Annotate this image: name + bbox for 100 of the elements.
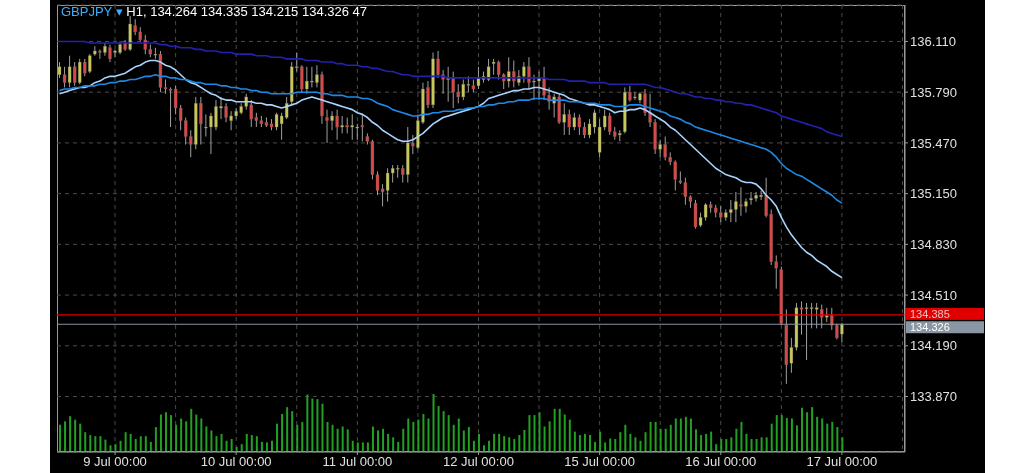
bar [215, 436, 218, 451]
bar [578, 435, 581, 451]
y-tick-label: 135.790 [910, 84, 957, 100]
bar [720, 439, 723, 451]
bar [260, 441, 263, 451]
bar [306, 394, 309, 451]
bar [144, 436, 147, 451]
bar [457, 418, 460, 451]
bar [735, 428, 738, 451]
bar [94, 436, 97, 451]
bar [523, 429, 526, 451]
bar [644, 432, 647, 451]
bar [346, 429, 349, 451]
bar [543, 426, 546, 451]
bar [276, 423, 279, 451]
bar [730, 437, 733, 451]
bar [705, 433, 708, 451]
bar [336, 428, 339, 451]
bar [180, 418, 183, 451]
bar [816, 416, 819, 451]
bar [462, 430, 465, 451]
bar [821, 418, 824, 451]
bar [331, 424, 334, 451]
bar [594, 441, 597, 451]
bar [528, 415, 531, 451]
bar [654, 421, 657, 451]
bar [129, 433, 132, 451]
bar [841, 437, 844, 451]
bar [311, 398, 314, 451]
bar [59, 424, 61, 451]
bar [674, 418, 677, 451]
bar [175, 424, 178, 451]
bar [286, 407, 289, 451]
bar [185, 421, 188, 451]
bar [624, 424, 627, 451]
bar [689, 418, 692, 451]
ref-line-label: 134.326 [910, 321, 950, 334]
bar [599, 431, 602, 451]
bar [765, 437, 768, 451]
bar [710, 431, 713, 451]
y-tick-label: 135.470 [910, 135, 957, 151]
chart-title: GBPJPY ▾ H1, 134.264 134.335 134.215 134.326 47 [61, 4, 368, 19]
line-series [58, 73, 843, 204]
y-tick-label: 135.150 [910, 186, 957, 202]
bar [64, 421, 67, 451]
bar [447, 415, 450, 451]
line-series [58, 59, 843, 279]
bar [755, 439, 758, 451]
bar [165, 412, 167, 451]
bar [89, 435, 92, 451]
bar [785, 417, 788, 451]
bar [437, 405, 440, 451]
bar [366, 442, 369, 451]
bar [553, 408, 556, 451]
bar [760, 437, 763, 451]
bar [84, 432, 87, 451]
bar [831, 421, 834, 451]
bar [472, 440, 475, 451]
bar [513, 439, 516, 451]
bar [225, 440, 228, 451]
bar [498, 433, 501, 451]
bar [422, 413, 425, 451]
bar [139, 436, 142, 451]
bar [377, 430, 379, 451]
bar [750, 439, 753, 451]
bar [265, 442, 268, 451]
bar [240, 444, 243, 451]
bar [770, 423, 773, 451]
bar [442, 411, 445, 451]
x-tick-label: 10 Jul 00:00 [200, 454, 272, 470]
bar [200, 418, 203, 451]
bar [170, 415, 173, 451]
bar [467, 427, 470, 451]
bar [604, 442, 607, 451]
bar [74, 419, 77, 451]
bar [508, 437, 511, 451]
bar [634, 437, 637, 451]
bar [432, 394, 435, 451]
bar [795, 425, 798, 451]
bar [326, 421, 329, 451]
bar [230, 439, 233, 451]
bar [417, 419, 420, 451]
bar [397, 441, 400, 451]
bar [669, 424, 672, 451]
bar [533, 415, 536, 451]
y-tick-label: 136.110 [910, 34, 957, 50]
x-tick-label: 9 Jul 00:00 [83, 454, 147, 470]
bar [664, 428, 667, 451]
bar [250, 435, 253, 451]
bar [629, 433, 632, 451]
bar [427, 418, 430, 451]
bar [477, 433, 480, 451]
bar [548, 421, 551, 451]
bar [700, 435, 703, 451]
bar [321, 403, 324, 451]
bar [195, 414, 198, 451]
bar [190, 408, 193, 451]
bar [745, 433, 748, 451]
bar [811, 407, 814, 451]
bar [790, 418, 793, 451]
